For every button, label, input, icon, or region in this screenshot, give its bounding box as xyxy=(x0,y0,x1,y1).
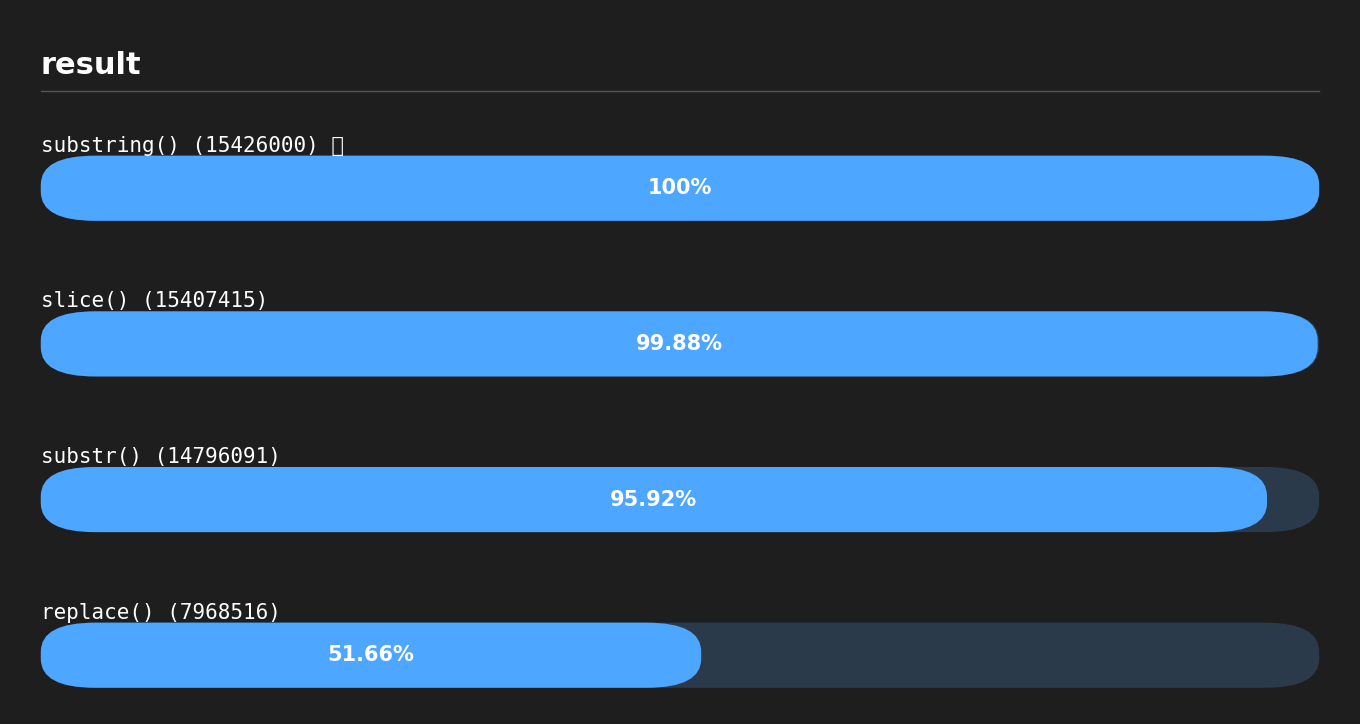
Text: result: result xyxy=(41,51,141,80)
Text: 99.88%: 99.88% xyxy=(635,334,722,354)
Text: substr() (14796091): substr() (14796091) xyxy=(41,447,280,467)
Text: 100%: 100% xyxy=(647,178,713,198)
Text: slice() (15407415): slice() (15407415) xyxy=(41,291,268,311)
FancyBboxPatch shape xyxy=(41,467,1319,532)
FancyBboxPatch shape xyxy=(41,311,1318,376)
Text: 51.66%: 51.66% xyxy=(328,645,415,665)
FancyBboxPatch shape xyxy=(41,156,1319,221)
FancyBboxPatch shape xyxy=(41,467,1268,532)
FancyBboxPatch shape xyxy=(41,623,702,688)
FancyBboxPatch shape xyxy=(41,623,1319,688)
Text: replace() (7968516): replace() (7968516) xyxy=(41,602,280,623)
FancyBboxPatch shape xyxy=(41,311,1319,376)
FancyBboxPatch shape xyxy=(41,156,1319,221)
Text: substring() (15426000) 🏆: substring() (15426000) 🏆 xyxy=(41,135,344,156)
Text: 95.92%: 95.92% xyxy=(611,489,698,510)
